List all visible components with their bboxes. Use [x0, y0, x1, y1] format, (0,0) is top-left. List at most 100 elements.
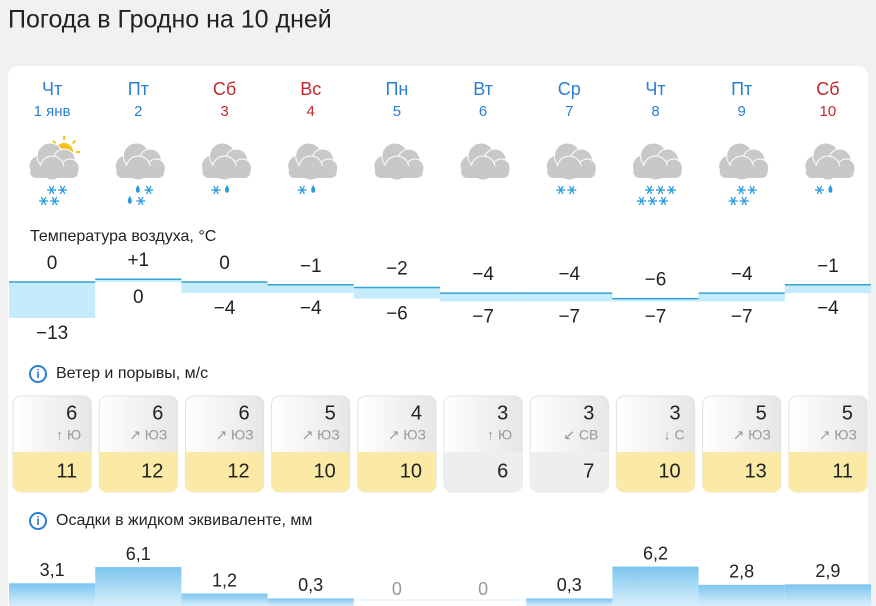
precipitation-value: 3,1: [40, 560, 65, 580]
precipitation-value: 6,2: [643, 543, 668, 563]
gust-background: [13, 452, 92, 492]
info-icon: i: [29, 365, 47, 383]
temperature-min: −6: [386, 304, 408, 325]
wind-direction: ↗ ЮЗ: [388, 427, 426, 443]
wind-direction: ↑ Ю: [56, 427, 81, 443]
weekday: Пт: [731, 79, 752, 99]
weekday: Ср: [558, 79, 581, 99]
temperature-max: +1: [127, 250, 149, 271]
cloud-base: [374, 166, 423, 178]
flake: [299, 185, 306, 195]
precipitation-value: 0: [478, 579, 488, 599]
wind-direction: ↑ Ю: [487, 427, 512, 443]
temperature-band: [267, 284, 354, 294]
page-title: Погода в Гродно на 10 дней: [8, 6, 332, 34]
precipitation-value: 2,8: [729, 562, 754, 582]
precipitation-bar: [526, 598, 613, 606]
cloud-base: [116, 166, 165, 178]
temperature-band: [698, 293, 785, 302]
flake: [51, 196, 58, 206]
date: 9: [738, 103, 746, 120]
temperature-band: [784, 284, 871, 294]
precipitation-bar: [267, 598, 354, 606]
cloud-base: [547, 166, 596, 178]
temperature-max: 0: [219, 253, 230, 274]
gust-background: [788, 452, 867, 492]
temperature-max: −4: [472, 264, 494, 285]
weekday: Сб: [213, 79, 236, 99]
sun-ray: [52, 139, 57, 145]
date: 10: [820, 103, 837, 120]
wind-gust: 11: [832, 460, 853, 482]
wind-speed: 3: [583, 402, 594, 424]
temperature-min: −4: [214, 298, 236, 319]
precipitation-bar: [612, 566, 699, 606]
weekday: Вт: [473, 79, 493, 99]
drop: [828, 185, 833, 193]
wind-direction: ↓ С: [664, 427, 685, 443]
weather-icon: [804, 142, 856, 195]
weather-icon: [114, 142, 166, 206]
wind-direction: ↗ ЮЗ: [129, 427, 167, 443]
weekday: Пн: [385, 79, 408, 99]
temperature-band: [353, 287, 440, 299]
cloud-base: [805, 166, 854, 178]
wind-speed: 6: [238, 402, 249, 424]
drop: [311, 185, 316, 193]
temperature-min: −13: [36, 323, 68, 344]
gust-background: [271, 452, 350, 492]
date: 4: [307, 103, 315, 120]
flake: [741, 196, 748, 206]
wind-direction: ↗ ЮЗ: [819, 427, 857, 443]
flake: [40, 196, 47, 206]
wind-direction: ↗ ЮЗ: [302, 427, 340, 443]
weekday: Сб: [816, 79, 839, 99]
temperature-band: [526, 293, 613, 302]
precipitation-value: 6,1: [126, 544, 151, 564]
flake: [137, 196, 144, 206]
temperature-max: −4: [558, 264, 580, 285]
flake: [48, 185, 55, 195]
cloud-base: [719, 166, 768, 178]
weather-icon: [545, 142, 597, 195]
flake: [557, 185, 564, 195]
gust-background: [616, 452, 695, 492]
temperature-band: [440, 293, 527, 302]
precipitation-value: 0,3: [557, 575, 582, 595]
wind-label: Ветер и порывы, м/с: [56, 365, 208, 382]
wind-direction: ↗ ЮЗ: [215, 427, 253, 443]
wind-speed: 3: [497, 402, 508, 424]
cloud-base: [288, 166, 337, 178]
wind-speed: 5: [842, 402, 853, 424]
weather-icon: [28, 136, 81, 206]
temperature-min: −7: [472, 306, 494, 327]
svg-text:i: i: [36, 514, 39, 528]
weekday: Чт: [42, 79, 62, 99]
wind-gust: 12: [141, 460, 163, 482]
temperature-min: −7: [645, 306, 667, 327]
precipitation-bar: [181, 593, 268, 606]
precipitation-value: 0: [392, 579, 402, 599]
temperature-max: −1: [300, 256, 322, 277]
weather-icon: [718, 142, 770, 206]
temperature-band: [181, 282, 268, 294]
cloud-base: [461, 166, 510, 178]
wind-direction: ↗ ЮЗ: [733, 427, 771, 443]
wind-gust: 11: [56, 460, 77, 482]
flake: [738, 185, 745, 195]
cloud-base: [202, 166, 251, 178]
flake: [660, 196, 667, 206]
wind-gust: 7: [583, 460, 594, 482]
flake: [816, 185, 823, 195]
wind-speed: 3: [669, 402, 680, 424]
wind-speed: 5: [325, 402, 336, 424]
wind-speed: 5: [756, 402, 767, 424]
drop: [225, 185, 229, 193]
flake: [749, 185, 756, 195]
wind-gust: 12: [227, 460, 249, 482]
flake: [730, 196, 737, 206]
weekday: Вс: [300, 79, 321, 99]
wind-gust: 10: [400, 460, 422, 482]
precipitation-value: 0,3: [298, 575, 323, 595]
